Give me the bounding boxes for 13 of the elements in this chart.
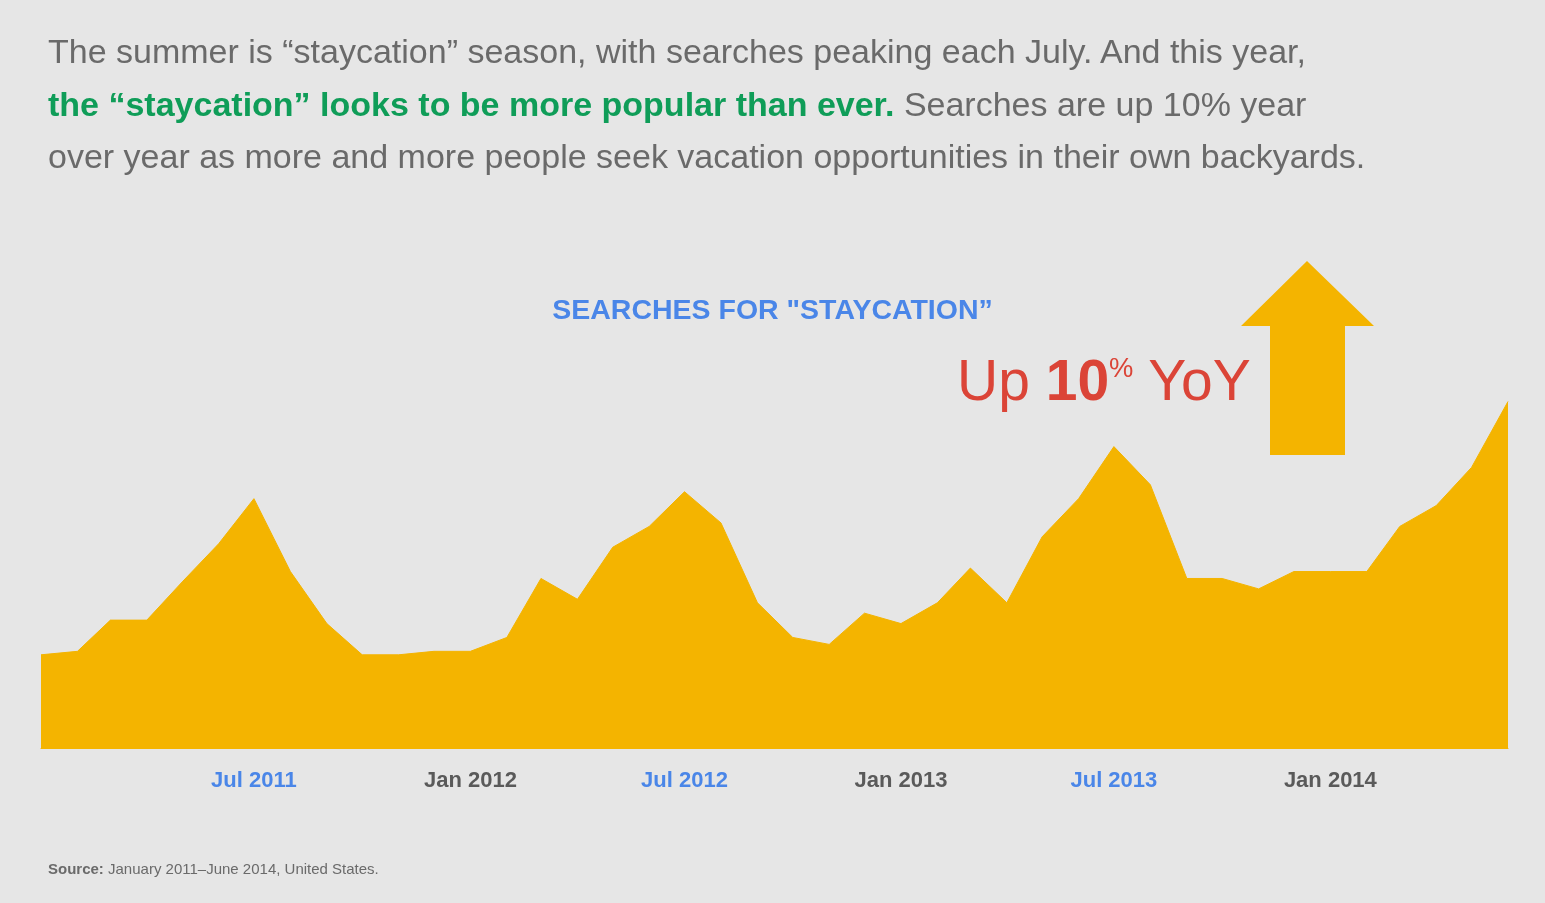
x-tick-label: Jul 2011 <box>211 767 297 792</box>
x-tick-label: Jul 2013 <box>1070 767 1158 792</box>
text: Searches are up 10% year <box>903 84 1307 123</box>
x-tick-label: Jan 2012 <box>423 767 517 792</box>
annotation: Up 10$^{%}$ YoY <box>957 348 1251 414</box>
source-note: Source: January 2011–June 2014, United States. <box>48 860 379 877</box>
text: over year as more and more people seek vacation opportunities in their own backyards. <box>48 136 1366 177</box>
text: the “staycation” looks to be more popular than ever. <box>48 84 895 123</box>
x-tick-label: Jan 2014 <box>1283 767 1378 792</box>
x-tick-label: Jul 2012 <box>641 767 728 792</box>
x-tick-label: Jan 2013 <box>854 767 948 792</box>
text: The summer is “staycation” season, with searches peaking each July. And this year, <box>48 31 1306 72</box>
chart-title: SEARCHES FOR "STAYCATION” <box>552 292 993 325</box>
